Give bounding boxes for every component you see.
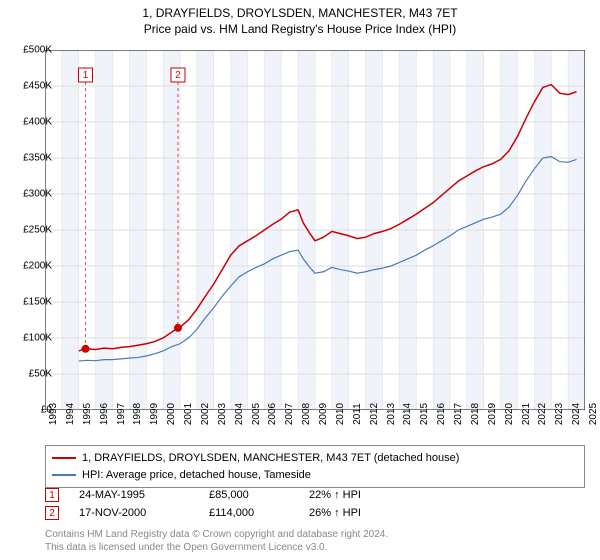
x-tick-label: 1993 bbox=[48, 403, 59, 425]
data-point-date: 24-MAY-1995 bbox=[79, 489, 189, 501]
x-tick-label: 1994 bbox=[65, 403, 76, 425]
legend-label: HPI: Average price, detached house, Tame… bbox=[82, 467, 311, 484]
x-tick-label: 2020 bbox=[504, 403, 515, 425]
legend-swatch-price bbox=[52, 457, 76, 459]
x-tick-label: 1996 bbox=[99, 403, 110, 425]
data-point-pct: 26% ↑ HPI bbox=[309, 507, 429, 519]
title-address: 1, DRAYFIELDS, DROYLSDEN, MANCHESTER, M4… bbox=[0, 6, 600, 20]
legend: 1, DRAYFIELDS, DROYLSDEN, MANCHESTER, M4… bbox=[45, 445, 585, 488]
x-tick-label: 2013 bbox=[386, 403, 397, 425]
x-tick-label: 2009 bbox=[318, 403, 329, 425]
chart-container: 1, DRAYFIELDS, DROYLSDEN, MANCHESTER, M4… bbox=[0, 0, 600, 560]
data-point-list: 1 24-MAY-1995 £85,000 22% ↑ HPI 2 17-NOV… bbox=[45, 488, 585, 524]
footer-line: This data is licensed under the Open Gov… bbox=[45, 541, 585, 554]
legend-row: 1, DRAYFIELDS, DROYLSDEN, MANCHESTER, M4… bbox=[52, 450, 578, 467]
svg-text:2: 2 bbox=[175, 70, 181, 81]
x-tick-label: 2022 bbox=[537, 403, 548, 425]
data-point-price: £85,000 bbox=[209, 489, 289, 501]
x-tick-label: 2003 bbox=[217, 403, 228, 425]
marker-badge: 2 bbox=[45, 506, 59, 520]
x-tick-label: 2021 bbox=[521, 403, 532, 425]
x-tick-label: 2002 bbox=[200, 403, 211, 425]
x-tick-label: 2005 bbox=[251, 403, 262, 425]
y-tick-label: £200K bbox=[23, 261, 52, 272]
x-tick-label: 2008 bbox=[301, 403, 312, 425]
y-tick-label: £100K bbox=[23, 333, 52, 344]
x-tick-label: 2000 bbox=[166, 403, 177, 425]
data-point-row: 1 24-MAY-1995 £85,000 22% ↑ HPI bbox=[45, 488, 585, 502]
x-tick-label: 2006 bbox=[267, 403, 278, 425]
data-point-row: 2 17-NOV-2000 £114,000 26% ↑ HPI bbox=[45, 506, 585, 520]
data-point-pct: 22% ↑ HPI bbox=[309, 489, 429, 501]
x-tick-label: 1998 bbox=[132, 403, 143, 425]
y-tick-label: £50K bbox=[29, 369, 52, 380]
title-block: 1, DRAYFIELDS, DROYLSDEN, MANCHESTER, M4… bbox=[0, 0, 600, 36]
x-tick-label: 2025 bbox=[588, 403, 599, 425]
y-tick-label: £250K bbox=[23, 225, 52, 236]
y-tick-label: £300K bbox=[23, 189, 52, 200]
x-tick-label: 2011 bbox=[352, 403, 363, 425]
chart-area: 12 bbox=[45, 50, 585, 410]
y-tick-label: £500K bbox=[23, 45, 52, 56]
y-tick-label: £450K bbox=[23, 81, 52, 92]
x-tick-label: 1995 bbox=[82, 403, 93, 425]
legend-row: HPI: Average price, detached house, Tame… bbox=[52, 467, 578, 484]
y-tick-label: £350K bbox=[23, 153, 52, 164]
x-tick-label: 2014 bbox=[402, 403, 413, 425]
x-tick-label: 2015 bbox=[419, 403, 430, 425]
x-tick-label: 2023 bbox=[554, 403, 565, 425]
marker-badge: 1 bbox=[45, 488, 59, 502]
footer-line: Contains HM Land Registry data © Crown c… bbox=[45, 528, 585, 541]
chart-svg: 12 bbox=[45, 50, 585, 410]
footer-attribution: Contains HM Land Registry data © Crown c… bbox=[45, 528, 585, 554]
svg-text:1: 1 bbox=[83, 70, 89, 81]
data-point-date: 17-NOV-2000 bbox=[79, 507, 189, 519]
legend-label: 1, DRAYFIELDS, DROYLSDEN, MANCHESTER, M4… bbox=[82, 450, 459, 467]
data-point-price: £114,000 bbox=[209, 507, 289, 519]
x-tick-label: 2010 bbox=[335, 403, 346, 425]
x-tick-label: 2004 bbox=[234, 403, 245, 425]
x-tick-label: 2018 bbox=[470, 403, 481, 425]
x-tick-label: 2016 bbox=[436, 403, 447, 425]
x-tick-label: 2017 bbox=[453, 403, 464, 425]
x-tick-label: 2012 bbox=[369, 403, 380, 425]
x-tick-label: 2024 bbox=[571, 403, 582, 425]
x-tick-label: 2019 bbox=[487, 403, 498, 425]
legend-swatch-hpi bbox=[52, 474, 76, 476]
y-tick-label: £150K bbox=[23, 297, 52, 308]
x-tick-label: 1997 bbox=[116, 403, 127, 425]
title-subtitle: Price paid vs. HM Land Registry's House … bbox=[0, 22, 600, 36]
x-tick-label: 1999 bbox=[149, 403, 160, 425]
x-tick-label: 2007 bbox=[284, 403, 295, 425]
y-tick-label: £400K bbox=[23, 117, 52, 128]
x-tick-label: 2001 bbox=[183, 403, 194, 425]
